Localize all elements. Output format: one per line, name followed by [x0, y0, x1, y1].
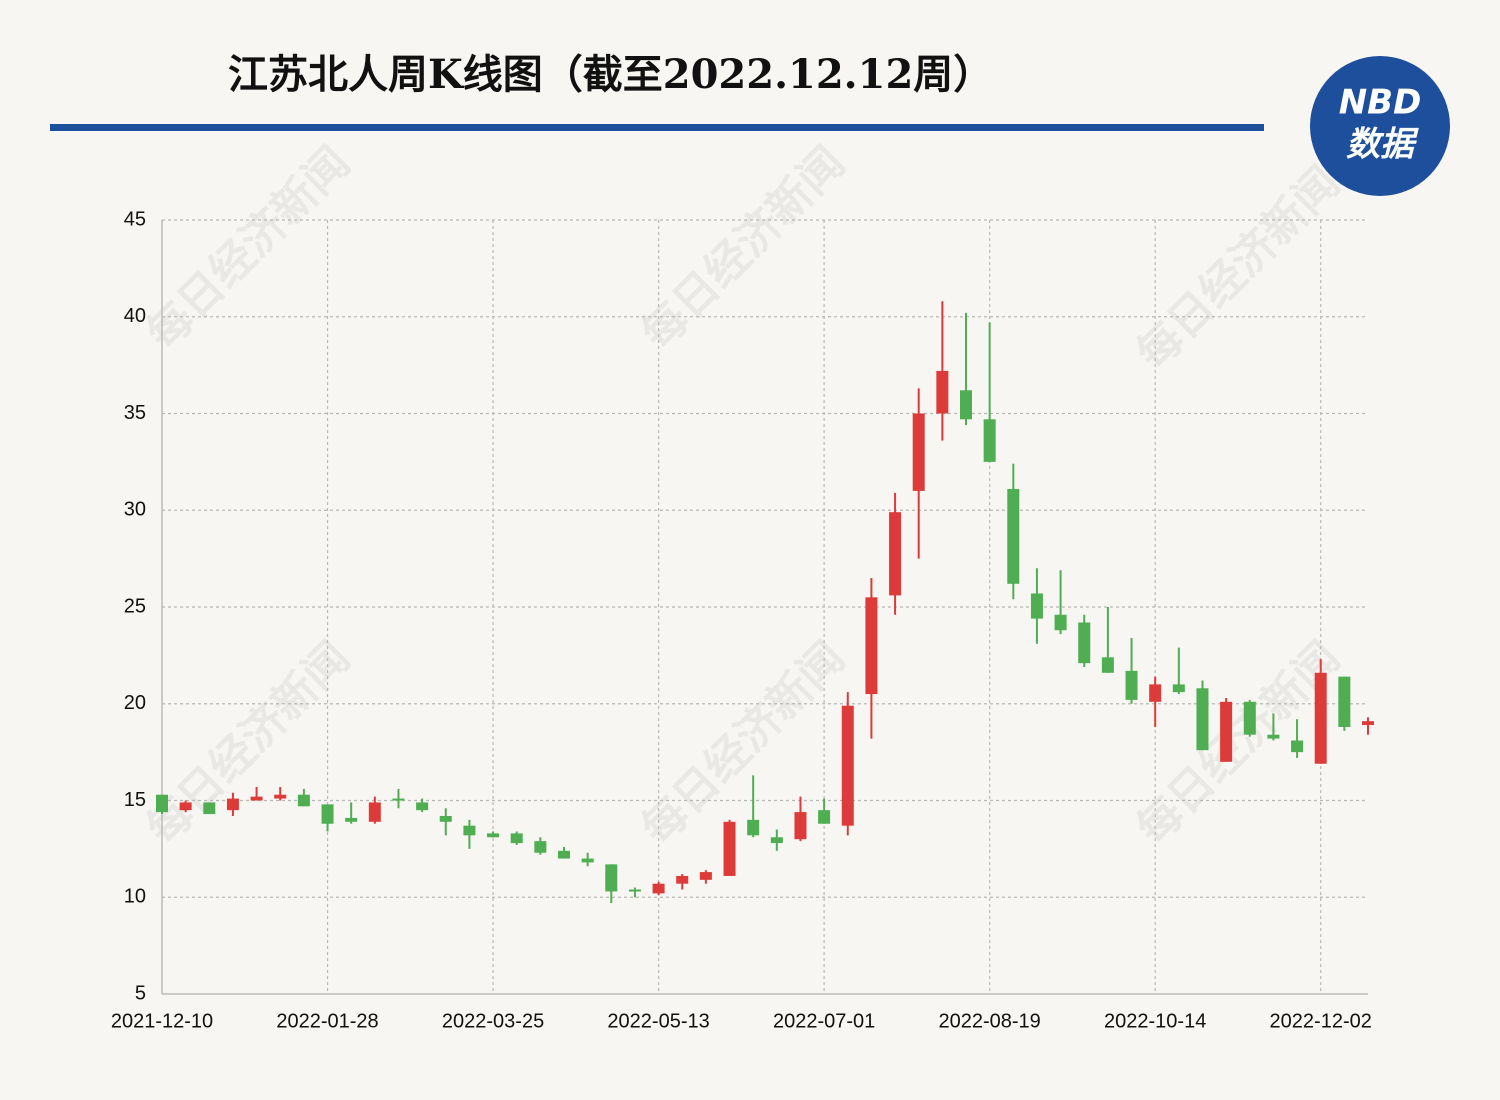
candle-body [321, 804, 334, 824]
candle-body [1149, 684, 1162, 702]
y-tick-label: 25 [124, 595, 146, 617]
candle-body [510, 833, 523, 844]
logo-text: NBD [1339, 83, 1422, 123]
x-tick-label: 2022-10-14 [1104, 1010, 1206, 1032]
candle-body [581, 858, 594, 863]
candle-body [1291, 740, 1304, 753]
y-tick-label: 20 [124, 692, 146, 714]
candle-body [794, 812, 807, 840]
candle-body [1220, 701, 1233, 762]
candle-body [1078, 622, 1091, 664]
candle-body [723, 821, 736, 876]
title-rule [50, 124, 1264, 131]
candle-body [416, 802, 429, 811]
x-tick-label: 2022-01-28 [276, 1010, 378, 1032]
candle-body [1054, 614, 1067, 631]
logo-text: 数据 [1346, 125, 1419, 165]
x-tick-label: 2021-12-10 [111, 1010, 213, 1032]
candle-body [1125, 670, 1138, 700]
logo [1310, 56, 1450, 196]
candle-body [747, 819, 760, 836]
candle-body [345, 817, 358, 822]
candle-body [676, 875, 689, 884]
candle-body [628, 889, 641, 892]
y-tick-label: 35 [124, 402, 146, 424]
candle-body [1362, 721, 1374, 726]
candle-body [463, 825, 476, 836]
candle-body [226, 798, 239, 811]
candle-body [203, 802, 216, 815]
candle-body [558, 850, 570, 859]
candle-body [960, 390, 972, 420]
y-tick-label: 30 [124, 499, 146, 521]
candle-body [392, 798, 405, 801]
candle-body [1267, 734, 1280, 739]
candle-body [841, 705, 854, 826]
candle-body [297, 794, 310, 807]
candle-body [250, 796, 263, 801]
x-tick-label: 2022-03-25 [442, 1010, 544, 1032]
y-tick-label: 40 [124, 305, 146, 327]
x-tick-label: 2022-08-19 [938, 1010, 1040, 1032]
candle-body [699, 872, 712, 880]
candle-body [818, 810, 831, 824]
x-tick-label: 2022-05-13 [607, 1010, 709, 1032]
candle-body [1338, 676, 1351, 727]
candle-body [1030, 593, 1043, 619]
x-tick-label: 2022-12-02 [1270, 1010, 1372, 1032]
candle-body [534, 841, 547, 853]
candle-body [652, 883, 665, 894]
candle-body [1314, 672, 1327, 764]
candle-body [889, 512, 902, 596]
candle-body [605, 864, 618, 892]
candle-body [1196, 688, 1209, 751]
y-tick-label: 5 [135, 982, 146, 1004]
candle-body [983, 419, 996, 462]
candle-body [1243, 701, 1256, 735]
candle-body [487, 833, 500, 838]
chart-title: 江苏北人周K线图（截至2022.12.12周） [228, 51, 993, 98]
candle-body [179, 802, 192, 811]
candle-body [865, 597, 878, 695]
candle-body [1007, 488, 1020, 584]
candle-body [1101, 657, 1114, 673]
y-tick-label: 15 [124, 789, 146, 811]
y-tick-label: 10 [124, 886, 146, 908]
candle-body [1172, 684, 1185, 693]
y-tick-label: 45 [124, 208, 146, 230]
candle-body [770, 837, 783, 844]
candle-body [912, 413, 925, 491]
x-tick-label: 2022-07-01 [773, 1010, 875, 1032]
candle-body [368, 802, 381, 822]
candle-body [936, 370, 949, 414]
candle-body [439, 815, 452, 822]
candle-body [274, 794, 287, 799]
candle-body [156, 794, 168, 813]
